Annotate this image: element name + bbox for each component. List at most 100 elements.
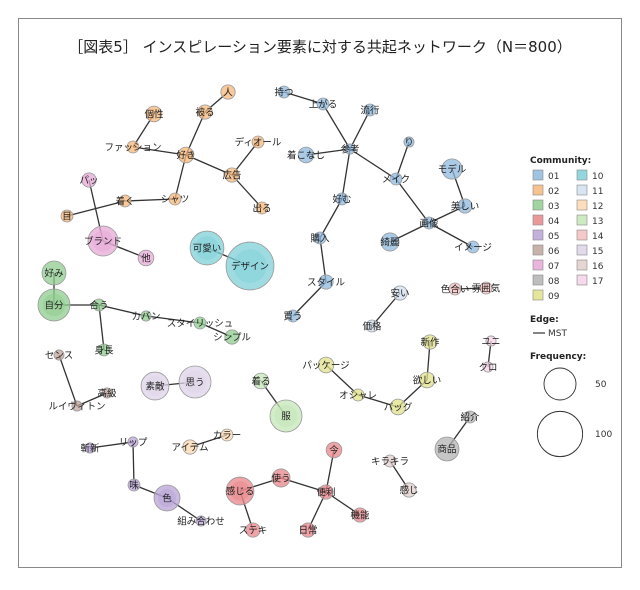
node: 美しい <box>451 198 479 214</box>
legend-community-label: 13 <box>592 217 603 227</box>
node-circle <box>168 192 182 206</box>
node-circle <box>383 454 397 468</box>
legend-community-label: 07 <box>548 262 559 272</box>
node-circle <box>297 146 315 164</box>
edge <box>98 304 147 317</box>
legend-community-label: 10 <box>592 172 604 182</box>
node-circle <box>245 522 261 538</box>
node: 日常 <box>298 522 318 538</box>
node: キラキラ <box>371 454 409 468</box>
node: リップ <box>119 436 148 449</box>
node-label: 画像 <box>419 218 439 230</box>
node-circle <box>220 84 236 100</box>
node-circle <box>318 484 334 500</box>
edge <box>322 103 351 150</box>
node-circle <box>318 274 334 290</box>
node-label: 綺麗 <box>380 237 400 249</box>
node-label: 感じ <box>399 485 418 497</box>
node-circle <box>403 136 415 148</box>
legend-frequency-title: Frequency: <box>530 352 586 362</box>
node-label: 組み合わせ <box>177 516 225 528</box>
legend-swatch <box>576 229 588 241</box>
node: カバン <box>132 310 160 323</box>
node-core <box>233 249 267 283</box>
node-circle <box>193 316 207 330</box>
node-circle <box>60 209 74 223</box>
node-label: ブランド <box>84 236 122 248</box>
node-circle <box>351 388 365 402</box>
node-core <box>145 376 165 396</box>
node-circle <box>271 468 291 488</box>
node-label: 使う <box>271 473 290 485</box>
edge <box>145 315 201 324</box>
node: 好む <box>332 192 352 206</box>
node: 新作 <box>420 334 440 350</box>
edges-layer <box>53 91 492 531</box>
node-label: 素敵 <box>145 381 165 393</box>
node-label: り <box>404 138 414 149</box>
node-circle <box>118 194 132 208</box>
node-label: 今 <box>329 445 339 457</box>
legend-community-item: 05 <box>532 229 559 242</box>
node-circle <box>197 104 213 120</box>
node-label: 安い <box>390 288 409 300</box>
legend-edge-title: Edge: <box>530 315 559 325</box>
node-circle <box>389 172 403 186</box>
node: デザイン <box>225 241 275 291</box>
node-label: 購入 <box>310 233 330 245</box>
node-label: キラキラ <box>371 457 409 468</box>
node-core <box>230 481 250 501</box>
node-label: 他 <box>141 253 151 265</box>
node-circle <box>251 135 265 149</box>
node-circle <box>224 329 240 345</box>
node: シャツ <box>161 192 189 206</box>
node: オシャレ <box>339 388 377 402</box>
node-circle <box>335 192 349 206</box>
node-circle <box>195 515 207 527</box>
node: 好み <box>41 260 67 286</box>
legend-community-label: 16 <box>592 262 604 272</box>
node-circle <box>344 143 356 155</box>
legend-frequency-circle <box>536 410 584 458</box>
node-circle <box>479 281 493 295</box>
node: 綺麗 <box>380 232 400 252</box>
node-label: ディオール <box>235 137 282 149</box>
legend-community-item: 13 <box>576 214 603 227</box>
legend-community-item: 17 <box>576 274 603 287</box>
legend-community-item: 07 <box>532 259 559 272</box>
legend-community-label: 06 <box>548 247 560 257</box>
node-circle <box>352 507 368 523</box>
figure-title: ［図表5］ インスピレーション要素に対する共起ネットワーク（N＝800） <box>68 38 572 56</box>
node-label: 好み <box>44 268 63 280</box>
edge <box>185 154 233 176</box>
node: 個性 <box>144 105 164 123</box>
legend-edge-label: MST <box>548 329 567 339</box>
legend-community-item: 12 <box>576 199 603 212</box>
edge <box>395 141 410 180</box>
node-label: 流行 <box>360 105 380 117</box>
node-label: 感じる <box>226 486 255 498</box>
edge <box>341 148 351 200</box>
legend-swatch <box>576 274 588 286</box>
node: センス <box>45 349 73 362</box>
node-label: 可愛い <box>193 243 222 255</box>
node-label: 価格 <box>362 321 382 333</box>
node: 斬新 <box>80 443 100 455</box>
node: 感じ <box>399 482 419 498</box>
node: 持つ <box>274 85 294 99</box>
node: ディオール <box>235 135 282 149</box>
node-label: スタイリッシュ <box>167 319 234 330</box>
node: ユニ <box>481 335 501 348</box>
legend-community-label: 04 <box>548 217 560 227</box>
edge <box>349 109 371 150</box>
node-circle <box>92 298 106 312</box>
node-core <box>183 370 207 394</box>
node-label: 欲しい <box>413 375 442 387</box>
node: 他 <box>137 249 155 267</box>
legend-community-label: 17 <box>592 277 603 287</box>
node-circle <box>317 356 335 374</box>
node-circle <box>137 249 155 267</box>
legend-community-item: 01 <box>532 169 559 182</box>
legend-community-label: 15 <box>592 247 603 257</box>
